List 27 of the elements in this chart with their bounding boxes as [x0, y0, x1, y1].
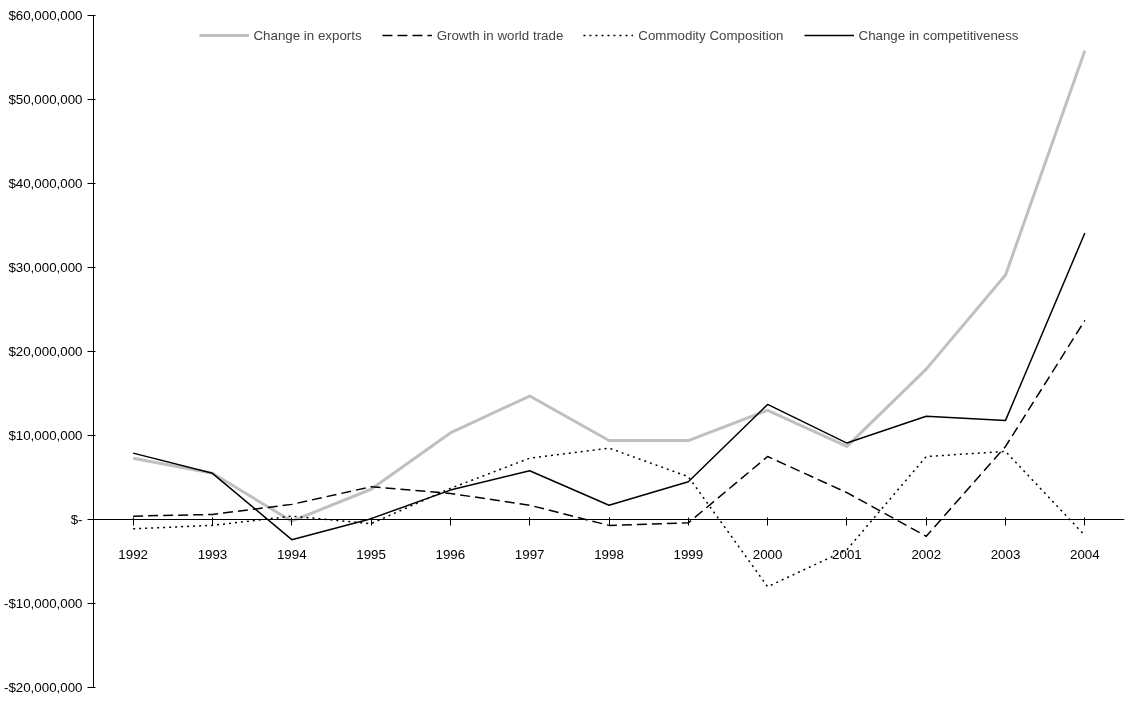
y-tick-label: $20,000,000 [8, 344, 83, 359]
x-tick-label: 2002 [911, 546, 942, 562]
x-tick-label: 1997 [514, 546, 545, 562]
x-tick-label: 1995 [356, 546, 386, 562]
y-tick-label: $30,000,000 [8, 260, 83, 275]
legend-label: Commodity Composition [638, 27, 784, 43]
legend-label: Change in competitiveness [858, 27, 1019, 43]
legend-label: Change in exports [253, 27, 362, 43]
y-tick-label: $10,000,000 [8, 428, 83, 443]
x-tick-label: 2004 [1070, 546, 1101, 562]
x-tick-label: 2000 [752, 546, 783, 562]
y-tick-label: -$10,000,000 [3, 596, 83, 611]
x-tick-label: 1996 [435, 546, 466, 562]
y-tick-label: $40,000,000 [8, 176, 83, 191]
legend-label: Growth in world trade [436, 27, 564, 43]
line-series [131, 49, 1087, 523]
x-tick-label: 1993 [197, 546, 228, 562]
x-tick-label: 1999 [673, 546, 704, 562]
x-tick-label: 2003 [990, 546, 1021, 562]
y-tick-label: $60,000,000 [8, 8, 83, 23]
x-tick-label: 1992 [118, 546, 148, 562]
y-tick-label: $- [70, 512, 83, 527]
x-tick-label: 2001 [832, 546, 862, 562]
y-tick-label: $50,000,000 [8, 92, 83, 107]
y-tick-label: -$20,000,000 [3, 680, 83, 695]
x-tick-label: 1994 [276, 546, 308, 562]
x-tick-label: 1998 [594, 546, 624, 562]
